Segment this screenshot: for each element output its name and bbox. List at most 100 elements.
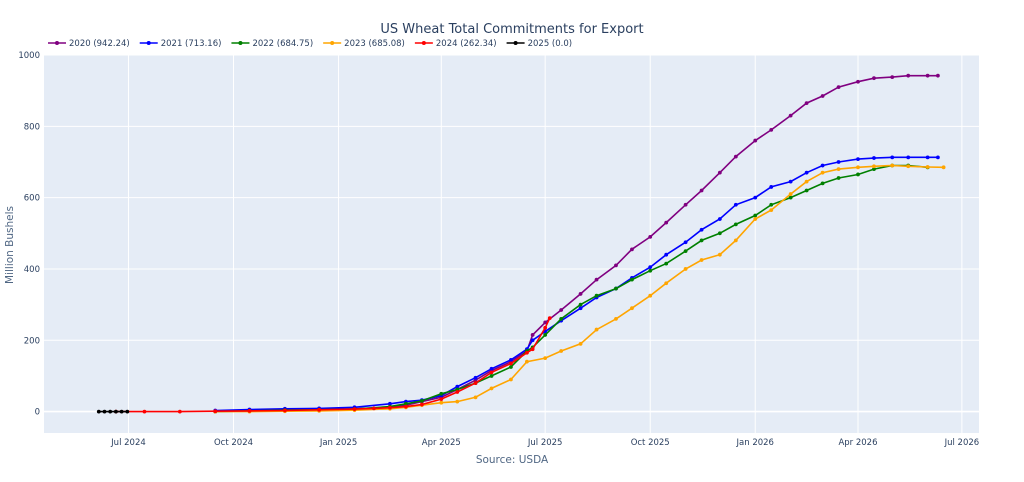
data-point — [108, 409, 113, 414]
y-axis-label: Million Bushels — [4, 206, 16, 284]
data-point — [769, 185, 774, 189]
data-point — [648, 234, 653, 239]
data-point — [753, 217, 758, 221]
legend-item[interactable]: 2020 (942.24) — [48, 39, 130, 49]
data-point — [890, 155, 895, 160]
data-point — [820, 163, 825, 168]
data-point — [614, 316, 618, 321]
data-point — [247, 408, 252, 413]
y-tick-label: 800 — [24, 122, 40, 132]
data-point — [717, 231, 722, 236]
data-point — [836, 85, 841, 89]
data-point — [788, 195, 793, 200]
data-point — [543, 320, 548, 325]
data-point — [96, 409, 101, 414]
data-point — [753, 138, 758, 143]
data-point — [820, 94, 825, 98]
data-point — [509, 361, 513, 366]
data-point — [455, 399, 460, 404]
legend-label: 2024 (262.34) — [436, 39, 497, 49]
data-point — [788, 113, 793, 118]
legend-label: 2023 (685.08) — [344, 39, 405, 49]
data-point — [177, 409, 182, 414]
data-point — [473, 381, 478, 385]
data-point — [769, 127, 774, 132]
data-point — [925, 155, 930, 160]
y-tick-label: 1000 — [18, 51, 40, 61]
legend-item[interactable]: 2023 (685.08) — [323, 39, 405, 49]
legend-marker — [330, 41, 335, 45]
legend-marker — [513, 41, 518, 45]
data-point — [630, 277, 634, 282]
data-point — [559, 308, 564, 312]
data-point — [648, 265, 653, 270]
series-line — [215, 164, 928, 413]
data-point — [614, 263, 618, 268]
y-tick-label: 400 — [24, 265, 40, 275]
data-point — [804, 188, 809, 193]
data-point — [473, 395, 478, 400]
data-point — [525, 350, 529, 355]
x-tick-label: Oct 2024 — [214, 438, 253, 448]
data-point — [439, 391, 444, 396]
data-point — [102, 409, 107, 414]
data-point — [439, 397, 444, 402]
data-point — [753, 213, 758, 218]
data-point — [489, 366, 494, 371]
data-point — [509, 365, 513, 369]
data-point — [717, 217, 722, 221]
data-point — [648, 293, 653, 298]
data-point — [699, 227, 704, 232]
data-point — [578, 341, 583, 346]
data-point — [820, 181, 825, 186]
data-point — [788, 192, 793, 196]
series-layer — [96, 73, 946, 414]
data-point — [664, 220, 669, 225]
data-point — [836, 160, 841, 164]
data-point — [473, 375, 478, 380]
data-point — [525, 359, 529, 364]
data-point — [594, 327, 599, 332]
data-point — [489, 374, 494, 378]
chart-title: US Wheat Total Commitments for Export — [380, 22, 643, 37]
legend-item[interactable]: 2021 (713.16) — [139, 39, 222, 49]
data-point — [925, 165, 930, 169]
data-point — [388, 405, 392, 410]
data-point — [125, 409, 130, 414]
data-point — [683, 240, 688, 245]
data-point — [543, 325, 548, 330]
legend-item[interactable]: 2022 (684.75) — [231, 39, 313, 49]
legend-marker — [55, 41, 59, 45]
data-point — [699, 258, 704, 262]
data-point — [439, 400, 444, 405]
data-point — [352, 407, 357, 412]
data-point — [906, 155, 911, 160]
data-point — [630, 247, 634, 252]
data-point — [578, 306, 583, 311]
legend: 2020 (942.24) 2021 (713.16) 2022 (684.75) 2… — [48, 39, 572, 49]
y-tick-label: 0 — [35, 408, 40, 418]
series — [96, 409, 130, 414]
data-point — [856, 172, 860, 177]
data-point — [683, 267, 688, 271]
data-point — [119, 409, 124, 414]
data-point — [489, 386, 494, 391]
data-point — [804, 179, 809, 184]
data-point — [836, 176, 841, 180]
data-point — [578, 302, 583, 307]
data-point — [699, 238, 704, 243]
data-point — [733, 238, 738, 243]
data-point — [594, 293, 599, 298]
data-point — [559, 349, 564, 353]
legend-label: 2020 (942.24) — [69, 39, 130, 49]
data-point — [804, 170, 809, 175]
legend-item[interactable]: 2024 (262.34) — [414, 39, 497, 49]
data-point — [717, 170, 722, 175]
legend-item[interactable]: 2025 (0.0) — [506, 39, 572, 49]
data-point — [630, 306, 634, 311]
x-axis-label: Source: USDA — [476, 454, 549, 466]
legend-marker — [146, 41, 151, 45]
data-point — [936, 73, 940, 78]
